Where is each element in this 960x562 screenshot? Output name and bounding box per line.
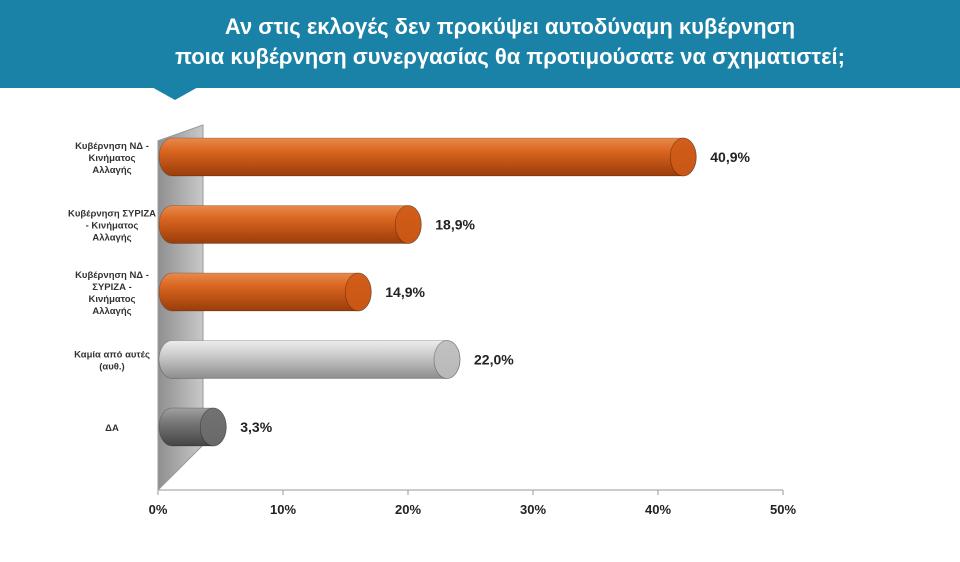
category-label-line: Κινήματος bbox=[89, 153, 136, 164]
category-label: Κυβέρνηση ΝΔ -Κινήματος Αλλαγής bbox=[75, 141, 149, 176]
bar-value-label: 14,9% bbox=[385, 284, 425, 300]
chart-title: Αν στις εκλογές δεν προκύψει αυτοδύναμη … bbox=[100, 12, 920, 72]
category-label-line: Καμία από αυτές bbox=[74, 350, 150, 361]
category-label-line: Αλλαγής bbox=[92, 165, 131, 176]
category-label-line: - Κινήματος bbox=[86, 221, 139, 232]
bar-body bbox=[158, 272, 372, 312]
category-label-line: Κυβέρνηση ΝΔ - bbox=[75, 141, 149, 152]
x-tick-label: 50% bbox=[770, 502, 796, 517]
category-label-line: ΣΥΡΙΖΑ - bbox=[92, 282, 131, 293]
category-label: Κυβέρνηση ΣΥΡΙΖΑ - Κινήματος Αλλαγής bbox=[68, 209, 156, 244]
category-label: Κυβέρνηση ΝΔ -ΣΥΡΙΖΑ -Κινήματος Αλλαγής bbox=[75, 270, 149, 317]
bar-end-cap bbox=[669, 137, 697, 177]
bar-end-cap bbox=[394, 205, 422, 244]
x-tick-label: 30% bbox=[520, 502, 546, 517]
bar bbox=[158, 272, 372, 312]
chart-title-line-2: ποια κυβέρνηση συνεργασίας θα προτιμούσα… bbox=[175, 44, 845, 69]
x-tick-label: 20% bbox=[395, 502, 421, 517]
x-tick-label: 10% bbox=[270, 502, 296, 517]
category-label-line: Κινήματος bbox=[89, 294, 136, 305]
category-label-line: Κυβέρνηση ΣΥΡΙΖΑ bbox=[68, 209, 156, 220]
category-label-line: Αλλαγής bbox=[92, 306, 131, 317]
bar-chart: 0% 10% 20% 30% 40% 50% 40,9%Κυβέρνηση ΝΔ -Κιν… bbox=[68, 124, 796, 517]
bar-value-label: 18,9% bbox=[435, 217, 475, 233]
bar bbox=[158, 340, 461, 379]
category-label: Καμία από αυτές (αυθ.) bbox=[74, 350, 150, 373]
bar bbox=[158, 205, 422, 244]
category-label-line: Κυβέρνηση ΝΔ - bbox=[75, 270, 149, 281]
bar-value-label: 40,9% bbox=[710, 149, 750, 165]
category-label-line: (αυθ.) bbox=[99, 362, 124, 373]
bar-end-cap bbox=[344, 272, 372, 312]
bar-body bbox=[158, 340, 461, 379]
bar-end-cap bbox=[433, 340, 461, 379]
x-tick-label: 0% bbox=[149, 502, 168, 517]
bar-body bbox=[158, 205, 422, 244]
category-label-line: Αλλαγής bbox=[92, 233, 131, 244]
bar bbox=[158, 137, 697, 177]
banner-pointer bbox=[150, 86, 200, 100]
title-banner bbox=[0, 0, 960, 88]
bar-body bbox=[158, 137, 697, 177]
category-label: ΔΑ bbox=[105, 423, 119, 434]
bar-value-label: 22,0% bbox=[474, 352, 514, 368]
category-label-line: ΔΑ bbox=[105, 423, 119, 434]
chart-title-line-1: Αν στις εκλογές δεν προκύψει αυτοδύναμη … bbox=[224, 14, 796, 39]
bar-value-label: 3,3% bbox=[240, 419, 272, 435]
bar-end-cap bbox=[199, 407, 227, 447]
bar bbox=[158, 407, 227, 447]
x-tick-label: 40% bbox=[645, 502, 671, 517]
